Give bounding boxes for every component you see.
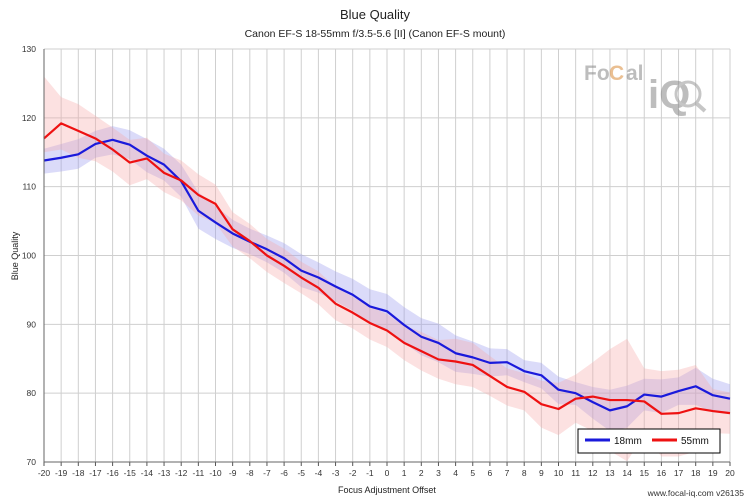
grid: [43, 48, 731, 463]
legend-label-55mm: 55mm: [681, 436, 709, 447]
x-tick-label: 2: [419, 468, 424, 478]
x-tick-label: 8: [522, 468, 527, 478]
y-tick-label: 70: [27, 457, 37, 467]
axes: -20 -19 -18 -17 -16 -15 -14 -13 -12 -11 -10 -9 -8 -7-…: [22, 44, 735, 478]
x-tick-label: -13: [158, 468, 171, 478]
series-line-55mm: [43, 122, 731, 415]
x-tick-label: 9: [539, 468, 544, 478]
x-tick-label: -7: [263, 468, 271, 478]
x-tick-label: -12: [175, 468, 188, 478]
x-tick-label: -3: [332, 468, 340, 478]
series-lines: [43, 122, 731, 415]
x-tick-label: 13: [605, 468, 615, 478]
x-tick-label: -1: [366, 468, 374, 478]
band-18mm: [44, 126, 730, 432]
y-tick-label: 130: [22, 44, 36, 54]
x-tick-label: 1: [402, 468, 407, 478]
x-tick-label: -11: [193, 468, 205, 478]
svg-text:C: C: [609, 62, 624, 85]
confidence-bands: [44, 76, 730, 462]
legend-label-18mm: 18mm: [614, 436, 642, 447]
series-line-18mm: [43, 138, 731, 412]
x-tick-label: 17: [674, 468, 684, 478]
x-tick-label: 4: [453, 468, 458, 478]
x-tick-label: 11: [571, 468, 580, 478]
x-tick-label: 5: [470, 468, 475, 478]
x-tick-label: 20: [725, 468, 735, 478]
y-tick-label: 90: [27, 319, 37, 329]
y-tick-label: 120: [22, 113, 36, 123]
x-tick-label: -9: [229, 468, 237, 478]
x-tick-label: -14: [141, 468, 154, 478]
x-tick-label: 19: [708, 468, 718, 478]
x-tick-label: -6: [280, 468, 288, 478]
x-tick-label: 14: [622, 468, 632, 478]
x-tick-label: 0: [385, 468, 390, 478]
credit-text: www.focal-iq.com v26135: [647, 488, 745, 498]
x-tick-label: -10: [209, 468, 222, 478]
legend: 18mm 55mm: [577, 428, 721, 454]
x-tick-label: 6: [488, 468, 493, 478]
band-55mm: [44, 76, 730, 462]
x-tick-label: -17: [89, 468, 102, 478]
svg-text:Fo: Fo: [584, 62, 610, 85]
x-tick-label: -5: [297, 468, 305, 478]
svg-text:al: al: [626, 62, 644, 85]
x-tick-label: -20: [38, 468, 51, 478]
chart-subtitle: Canon EF-S 18-55mm f/3.5-5.6 [II] (Canon…: [245, 28, 506, 40]
x-tick-label: -18: [72, 468, 85, 478]
y-tick-label: 100: [22, 251, 36, 261]
y-tick-label: 110: [22, 182, 36, 192]
x-tick-label: 16: [657, 468, 667, 478]
x-tick-label: -16: [106, 468, 119, 478]
x-tick-label: -2: [349, 468, 357, 478]
svg-text:iQ: iQ: [648, 73, 690, 117]
x-tick-label: 3: [436, 468, 441, 478]
x-tick-label: -4: [315, 468, 323, 478]
y-axis-label: Blue Quality: [10, 231, 20, 280]
x-axis-label: Focus Adjustment Offset: [338, 485, 436, 495]
focal-iq-logo: Fo C al iQ: [584, 62, 707, 117]
x-tick-label: 7: [505, 468, 510, 478]
x-tick-label: 15: [640, 468, 650, 478]
x-tick-label: -19: [55, 468, 68, 478]
x-tick-label: 12: [588, 468, 598, 478]
x-tick-label: 10: [554, 468, 564, 478]
x-tick-label: 18: [691, 468, 701, 478]
x-tick-label: -8: [246, 468, 254, 478]
y-tick-label: 80: [27, 388, 37, 398]
chart-title: Blue Quality: [340, 7, 411, 22]
x-tick-label: -15: [124, 468, 137, 478]
